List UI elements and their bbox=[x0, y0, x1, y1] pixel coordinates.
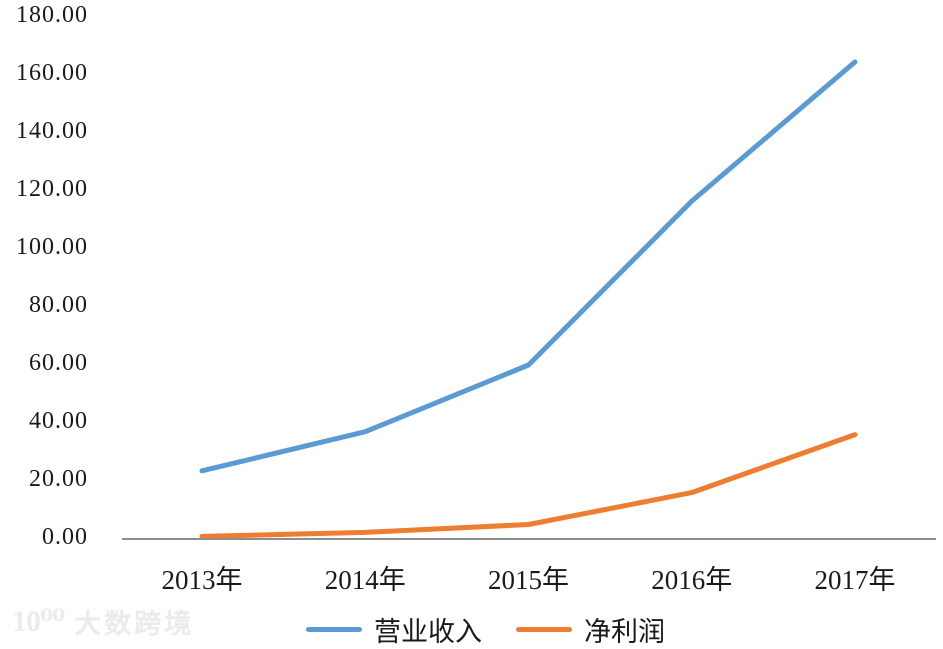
x-axis-label: 2013年 bbox=[161, 565, 243, 595]
y-axis-tick-labels: 0.00 20.00 40.00 60.00 80.00 100.00 120.00 140.… bbox=[0, 0, 88, 649]
x-axis-label: 2017年 bbox=[814, 565, 896, 595]
y-tick-label: 100.00 bbox=[16, 234, 88, 260]
legend-label: 净利润 bbox=[584, 617, 665, 647]
legend-item-net-profit: 净利润 bbox=[516, 610, 665, 649]
legend-label: 营业收入 bbox=[374, 617, 482, 647]
watermark: 10⁰⁰ 大数跨境 bbox=[12, 602, 194, 641]
y-tick-label: 0.00 bbox=[42, 524, 88, 550]
y-tick-label: 40.00 bbox=[29, 408, 88, 434]
watermark-brand-text: 大数跨境 bbox=[74, 609, 195, 639]
y-tick-label: 60.00 bbox=[29, 350, 88, 376]
y-tick-label: 140.00 bbox=[16, 118, 88, 144]
y-tick-label: 180.00 bbox=[16, 2, 88, 28]
net-profit-line bbox=[199, 432, 858, 539]
y-tick-label: 20.00 bbox=[29, 466, 88, 492]
watermark-logo-icon: 10⁰⁰ bbox=[12, 605, 65, 638]
net-profit-legend-swatch-icon bbox=[516, 627, 572, 632]
x-axis-label: 2015年 bbox=[488, 565, 569, 595]
legend-item-operating-revenue: 营业收入 bbox=[306, 610, 482, 649]
x-axis-label: 2014年 bbox=[324, 565, 406, 595]
y-tick-label: 80.00 bbox=[29, 292, 88, 318]
chart-legend: 营业收入 净利润 bbox=[306, 610, 665, 649]
operating-revenue-legend-swatch-icon bbox=[306, 627, 362, 632]
operating-revenue-line bbox=[199, 59, 858, 474]
x-axis-label: 2016年 bbox=[651, 565, 733, 595]
y-tick-label: 120.00 bbox=[16, 176, 88, 202]
x-axis-line bbox=[122, 538, 936, 540]
y-tick-label: 160.00 bbox=[16, 60, 88, 86]
